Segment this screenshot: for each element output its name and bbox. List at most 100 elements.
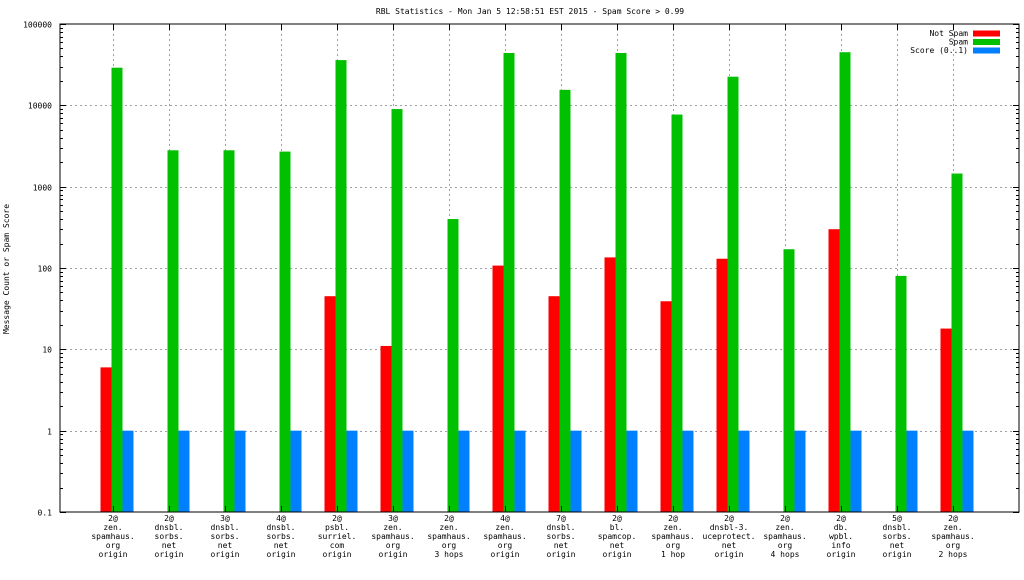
x-tick-label-line: origin (99, 550, 128, 559)
y-tick-label: 0.1 (38, 509, 53, 518)
x-tick-label-line: 5@ (892, 514, 902, 523)
x-tick-label-line: org (442, 541, 457, 550)
x-tick-label-line: net (274, 541, 289, 550)
x-tick-label: 7@ dnsbl. sorbs. net origin (547, 514, 576, 559)
x-tick-label-line: origin (491, 550, 520, 559)
x-tick-label-line: 4@ (500, 514, 510, 523)
x-tick-label-line: origin (715, 550, 744, 559)
x-tick-label-line: 2@ (780, 514, 790, 523)
bar-spam (951, 173, 963, 513)
bar-score-0-1 (234, 430, 246, 512)
y-axis-label: Message Count or Spam Score (2, 204, 11, 334)
x-tick-label-line: sorbs. (267, 532, 296, 541)
x-tick-label-line: dnsbl-3. (710, 523, 749, 532)
x-tick-label-line: 2@ (836, 514, 846, 523)
bar-score-0-1 (122, 430, 134, 512)
x-tick-label-line: zen. (103, 523, 122, 532)
x-tick-label: 2@ db. wpbl. info origin (827, 514, 856, 559)
x-tick-label-line: dnsbl. (267, 523, 296, 532)
x-tick-label: 2@ zen. spamhaus. org origin (91, 514, 134, 559)
bar-not-spam (604, 257, 616, 512)
bar-not-spam (100, 367, 112, 512)
x-tick-label-line: origin (211, 550, 240, 559)
x-tick-label: 2@ dnsbl. sorbs. net origin (155, 514, 184, 559)
x-tick-label-line: zen. (495, 523, 514, 532)
grid-layer (60, 24, 1019, 512)
x-tick-label-line: dnsbl. (211, 523, 240, 532)
x-tick-label: 3@ dnsbl. sorbs. net origin (211, 514, 240, 559)
chart-title: RBL Statistics - Mon Jan 5 12:58:51 EST … (376, 7, 684, 16)
x-tick-label-line: net (610, 541, 625, 550)
x-tick-label-line: net (722, 541, 737, 550)
bar-spam (335, 60, 347, 512)
bar-score-0-1 (570, 430, 582, 512)
bar-spam (503, 52, 515, 513)
x-tick-label-line: spamhaus. (651, 532, 694, 541)
bar-score-0-1 (346, 430, 358, 512)
bar-score-0-1 (514, 430, 526, 512)
legend-swatch (973, 39, 1000, 45)
x-tick-label-line: spamcop. (598, 532, 637, 541)
x-tick-label-line: wpbl. (829, 532, 853, 541)
x-tick-label-line: sorbs. (155, 532, 184, 541)
bar-score-0-1 (402, 430, 414, 512)
y-tick-label: 10 (42, 346, 52, 355)
x-tick-label-line: zen. (439, 523, 458, 532)
y-tick-label: 100000 (23, 21, 52, 30)
bar-spam (167, 150, 179, 513)
x-tick-label-line: 2@ (332, 514, 342, 523)
x-tick-label-line: zen. (383, 523, 402, 532)
y-tick-label: 1000 (33, 184, 52, 193)
x-tick-label-line: 2@ (612, 514, 622, 523)
x-tick-label-line: dnsbl. (547, 523, 576, 532)
bar-not-spam (492, 265, 504, 512)
bar-not-spam (548, 296, 560, 512)
x-tick-label-line: sorbs. (211, 532, 240, 541)
x-tick-label-line: origin (603, 550, 632, 559)
x-tick-label-line: net (162, 541, 177, 550)
x-tick-label-line: com (330, 541, 345, 550)
x-tick-label-line: origin (155, 550, 184, 559)
x-tick-label: 2@ zen. spamhaus. org 4 hops (763, 514, 806, 559)
x-tick-label-line: 3@ (220, 514, 230, 523)
bar-score-0-1 (962, 430, 974, 512)
bar-score-0-1 (906, 430, 918, 512)
bar-score-0-1 (178, 430, 190, 512)
x-tick-label-line: 2@ (948, 514, 958, 523)
bar-spam (111, 67, 123, 512)
x-tick-label-line: spamhaus. (931, 532, 974, 541)
x-tick-label-line: org (106, 541, 121, 550)
bar-score-0-1 (290, 430, 302, 512)
x-tick-label-line: origin (547, 550, 576, 559)
x-tick-label-line: org (386, 541, 401, 550)
bar-spam (559, 89, 571, 512)
bar-not-spam (828, 229, 840, 512)
y-tick-label: 100 (38, 265, 53, 274)
bar-score-0-1 (794, 430, 806, 512)
bar-not-spam (716, 258, 728, 512)
x-tick-label-line: spamhaus. (371, 532, 414, 541)
x-tick-label-line: 2@ (108, 514, 118, 523)
x-tick-label-line: 3 hops (435, 550, 464, 559)
x-tick-label-line: info (831, 541, 850, 550)
ticks-layer: 0.1 1 10 100 1000 10000 100000 (23, 21, 1019, 518)
x-tick-label-line: 7@ (556, 514, 566, 523)
x-tick-label-line: uceprotect. (703, 532, 756, 541)
bar-not-spam (380, 345, 392, 512)
bar-spam (391, 109, 403, 513)
bar-score-0-1 (682, 430, 694, 512)
bar-not-spam (324, 296, 336, 512)
x-tick-label-line: org (946, 541, 961, 550)
x-tick-label-line: zen. (943, 523, 962, 532)
x-tick-label-line: spamhaus. (483, 532, 526, 541)
x-tick-label-line: 4 hops (771, 550, 800, 559)
legend-label: Not Spam (929, 29, 968, 38)
x-tick-label: 3@ zen. spamhaus. org origin (371, 514, 414, 559)
bar-score-0-1 (738, 430, 750, 512)
x-tick-label: 2@ zen. spamhaus. org 3 hops (427, 514, 470, 559)
x-tick-label-line: origin (323, 550, 352, 559)
x-tick-label-line: 1 hop (661, 550, 685, 559)
x-tick-label-line: 2@ (444, 514, 454, 523)
